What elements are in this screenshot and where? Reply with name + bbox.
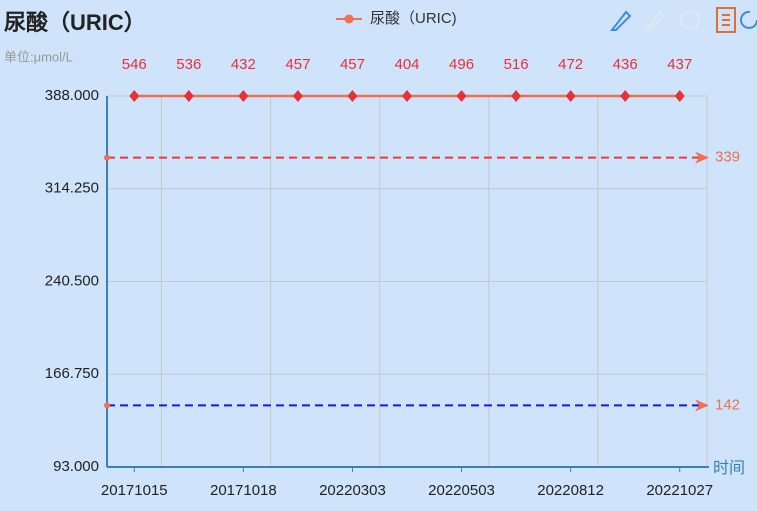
y-tick-label: 314.250	[45, 180, 99, 197]
y-tick-label: 388.000	[45, 87, 99, 104]
legend-label[interactable]: 尿酸（URIC)	[370, 10, 457, 27]
point	[402, 90, 412, 102]
x-tick-label: 20171015	[101, 482, 168, 499]
x-tick-label: 20171018	[210, 482, 277, 499]
mark-line-label: 339	[715, 149, 740, 166]
tool-icon[interactable]	[740, 10, 757, 29]
y-tick-label: 93.000	[53, 458, 99, 475]
tool-icon[interactable]	[680, 10, 700, 30]
legend-symbol	[344, 14, 354, 24]
unit-label: 单位:μmol/L	[4, 49, 73, 64]
point	[674, 90, 685, 102]
value-label: 432	[231, 56, 256, 73]
point	[456, 90, 467, 102]
tool-icon[interactable]	[716, 7, 736, 33]
value-label: 536	[176, 56, 201, 73]
tool-icon[interactable]	[609, 10, 632, 31]
point	[292, 90, 303, 102]
mark-line-arrow	[695, 399, 709, 412]
value-label: 546	[122, 56, 147, 73]
x-axis-name: 时间	[713, 459, 745, 477]
mark-line-start	[104, 154, 110, 161]
mark-line-label: 142	[715, 396, 740, 413]
value-label: 457	[285, 56, 310, 73]
value-label: 472	[558, 56, 583, 73]
y-tick-label: 240.500	[45, 272, 99, 289]
value-label: 436	[613, 56, 638, 73]
value-label: 496	[449, 56, 474, 73]
x-tick-label: 20221027	[646, 482, 713, 499]
point	[565, 90, 576, 102]
point	[238, 90, 249, 102]
y-tick-label: 166.750	[45, 365, 99, 382]
legend[interactable]: 尿酸（URIC)	[336, 10, 457, 27]
x-tick-label: 20220303	[319, 482, 386, 499]
tool-icon	[722, 14, 730, 26]
point	[511, 90, 522, 102]
value-label: 404	[394, 56, 419, 73]
value-label: 516	[504, 56, 529, 73]
mark-line-start	[104, 402, 110, 409]
x-tick-label: 20220503	[428, 482, 495, 499]
mark-line-arrow	[695, 151, 709, 164]
chart-title: 尿酸（URIC）	[4, 10, 146, 35]
point	[183, 90, 194, 102]
value-label: 437	[667, 56, 692, 73]
point	[347, 90, 358, 102]
tool-icon[interactable]	[643, 10, 666, 31]
point	[129, 90, 140, 102]
toolbox	[609, 7, 757, 33]
value-label: 457	[340, 56, 365, 73]
x-tick-label: 20220812	[537, 482, 604, 499]
point	[620, 90, 631, 102]
